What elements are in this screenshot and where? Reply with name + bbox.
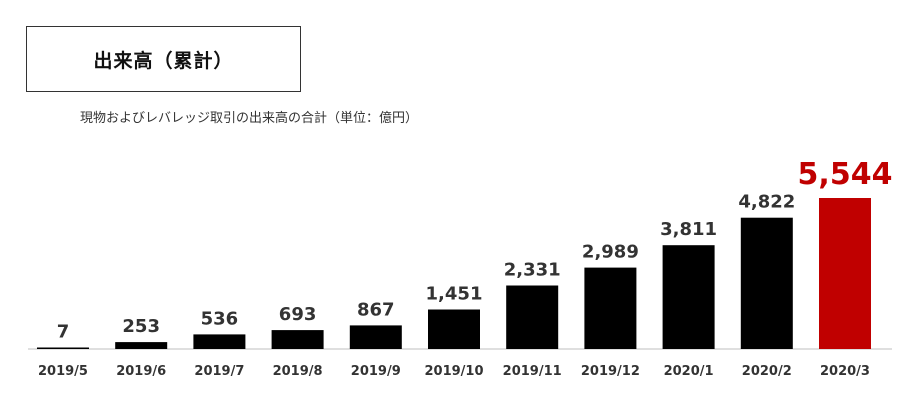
data-label-2020/2: 4,822: [738, 192, 795, 213]
x-tick-label-2019/8: 2019/8: [273, 364, 323, 379]
bar-2019/6: [115, 342, 168, 349]
bar-2019/12: [584, 267, 637, 349]
bar-2019/7: [193, 334, 246, 349]
data-label-2019/12: 2,989: [582, 242, 639, 263]
x-tick-label-2020/1: 2020/1: [664, 364, 714, 379]
data-label-2019/8: 693: [279, 304, 317, 325]
x-tick-label-2019/6: 2019/6: [116, 364, 166, 379]
x-tick-label-2019/9: 2019/9: [351, 364, 401, 379]
x-tick-label-2019/11: 2019/11: [503, 364, 562, 379]
bar-2019/11: [506, 285, 559, 349]
data-label-2019/7: 536: [201, 308, 239, 329]
x-tick-label-2019/7: 2019/7: [194, 364, 244, 379]
x-tick-label-2019/5: 2019/5: [38, 364, 88, 379]
x-tick-label-2020/3: 2020/3: [820, 364, 870, 379]
data-label-2019/5: 7: [57, 322, 70, 343]
data-label-2019/6: 253: [122, 316, 160, 337]
x-tick-label-2019/12: 2019/12: [581, 364, 640, 379]
bar-2020/2: [740, 217, 793, 349]
bar-2019/8: [271, 330, 324, 349]
bar-2020/3: [819, 198, 871, 349]
chart-title: 出来高（累計）: [93, 49, 234, 72]
data-label-2019/9: 867: [357, 299, 395, 320]
x-tick-label-2020/2: 2020/2: [742, 364, 792, 379]
data-label-2020/1: 3,811: [660, 219, 717, 240]
data-label-2019/10: 1,451: [426, 284, 483, 305]
data-label-2019/11: 2,331: [504, 260, 561, 281]
bar-2019/9: [349, 325, 402, 349]
data-label-2020/3: 5,544: [798, 157, 893, 192]
x-tick-label-2019/10: 2019/10: [424, 364, 483, 379]
bar-2019/10: [428, 309, 480, 349]
bar-2020/1: [662, 245, 715, 349]
chart-title-box: 出来高（累計）: [26, 26, 301, 92]
chart-subtitle: 現物およびレバレッジ取引の出来高の合計（単位：億円）: [80, 111, 419, 126]
bar-2019/5: [37, 347, 89, 349]
